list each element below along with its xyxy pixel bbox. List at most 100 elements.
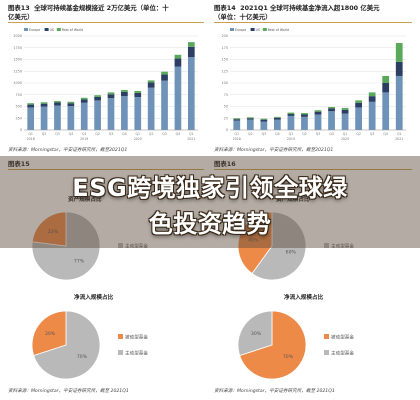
fig13-rule [8, 22, 204, 23]
bar-segment [40, 103, 48, 107]
fig15-svg: 77% 23% 主动型基金 [31, 211, 148, 281]
bar-segment [341, 113, 349, 130]
x-tick-label: 2020 [134, 137, 142, 141]
bar-segment [94, 95, 101, 97]
fig14-title: 图表14 2021Q1 全球可持续基金净流入超1800 亿美元 [214, 4, 380, 12]
bar-segment [27, 107, 35, 130]
y-tick-label: 0 [226, 128, 228, 132]
y-tick-label: 1000 [13, 81, 22, 85]
bar-segment [147, 80, 155, 83]
bar-segment [274, 116, 281, 118]
x-tick-label: Q4 [383, 132, 388, 136]
pie-slice-label: 77% [74, 258, 85, 264]
bar-segment [382, 83, 390, 93]
bar-segment [187, 42, 195, 47]
y-tick-label: 200 [222, 34, 228, 38]
bar-segment [287, 112, 295, 115]
fig13-chart: Europe US Rest of World 0 250 500 750 1000 1250 1… [8, 26, 204, 146]
fig13-svg: Europe US Rest of World 0 250 500 750 1000 1250 1… [13, 28, 198, 141]
fig13-title-text: 全球可持续基金规模接近 2万亿美元（单位：十 [34, 4, 169, 12]
bar-segment [27, 104, 35, 108]
legend-swatch [324, 243, 329, 248]
fig14-chart: Europe US Rest of World 0 25 50 75 100 125 150 175… [214, 26, 412, 146]
bar-segment [355, 107, 362, 130]
bar-segment [94, 100, 101, 130]
x-tick-label: Q4 [275, 132, 280, 136]
x-tick-label: 2021 [187, 137, 195, 141]
bar-segment [246, 117, 254, 119]
y-tick-label: 750 [16, 93, 22, 97]
pie-slice [237, 211, 273, 275]
pie-slice [33, 310, 101, 380]
fig15-label: 图表15 [8, 160, 30, 168]
bar-segment [368, 101, 376, 130]
bar-segment [27, 103, 35, 105]
bar-segment [161, 74, 168, 81]
y-tick-label: 1500 [13, 58, 22, 62]
bar-segment [274, 117, 281, 120]
bar-segment [54, 102, 61, 106]
legend-label: Europe [235, 28, 246, 32]
fig18-source: 资料来源：Morningstar，平安证券研究所，截至 2021Q1 [214, 389, 335, 394]
bar-segment [246, 118, 254, 120]
pie-slice [237, 310, 273, 357]
bar-segment [233, 118, 241, 120]
fig13-title: 图表13 全球可持续基金规模接近 2万亿美元（单位：十 [8, 4, 169, 12]
bar-segment [107, 92, 115, 95]
bar-segment [94, 96, 101, 101]
bar-segment [174, 54, 182, 59]
bar-segment [147, 82, 155, 88]
x-tick-label: Q2 [95, 132, 100, 136]
y-tick-label: 150 [222, 58, 228, 62]
bar-segment [107, 94, 115, 99]
fig14-title-line2: （单位：十亿美元） [214, 13, 272, 21]
fig14-title-text: 2021Q1 全球可持续基金净流入超1800 亿美元 [240, 4, 380, 12]
bar-segment [260, 121, 268, 130]
bar-segment [67, 101, 75, 104]
x-tick-label: Q1 [289, 132, 294, 136]
legend-swatch [262, 28, 267, 31]
legend-label: US [256, 28, 260, 32]
bar-segment [395, 61, 403, 76]
bar-segment [107, 98, 115, 130]
bar-segment [174, 58, 182, 67]
x-tick-label: Q4 [329, 132, 334, 136]
bar-segment [382, 92, 390, 130]
legend-label: 被动型基金 [331, 333, 354, 340]
fig16-title: 资产规模占比 [276, 197, 310, 203]
bar-segment [341, 107, 349, 110]
pie-slice-label: 40% [248, 238, 259, 244]
pie-slice [31, 310, 67, 357]
legend-label: US [50, 28, 54, 32]
bar-segment [121, 90, 128, 92]
legend-swatch [24, 28, 28, 31]
fig18-chart: 70% 30% 被动型基金 主动型基金 [214, 302, 412, 384]
pie-slice-label: 23% [48, 229, 59, 235]
legend-swatch [118, 334, 123, 339]
y-tick-label: 50 [224, 105, 228, 109]
bar-segment [147, 87, 155, 130]
x-tick-label: 2019 [287, 137, 295, 141]
bar-segment [368, 92, 376, 97]
bar-segment [260, 118, 268, 120]
x-tick-label: Q3 [316, 132, 321, 136]
bar-segment [287, 114, 295, 116]
legend-swatch [324, 350, 329, 355]
x-tick-label: Q2 [149, 132, 154, 136]
x-tick-label: Q1 [135, 132, 140, 136]
bar-segment [161, 71, 168, 75]
pie-slice-label: 70% [77, 354, 88, 360]
bar-segment [260, 119, 268, 122]
bar-segment [395, 75, 403, 130]
y-tick-label: 25 [224, 116, 228, 120]
pie-slice-label: 60% [286, 250, 297, 256]
pie-slice-label: 30% [251, 331, 262, 337]
bar-segment [274, 119, 281, 130]
legend-label: Rest of World [62, 28, 83, 32]
fig17-title: 净流入规模占比 [74, 295, 114, 301]
x-tick-label: 2018 [233, 137, 241, 141]
bar-segment [121, 91, 128, 97]
bar-segment [328, 108, 335, 112]
bar-segment [314, 114, 322, 130]
bar-segment [67, 106, 75, 130]
